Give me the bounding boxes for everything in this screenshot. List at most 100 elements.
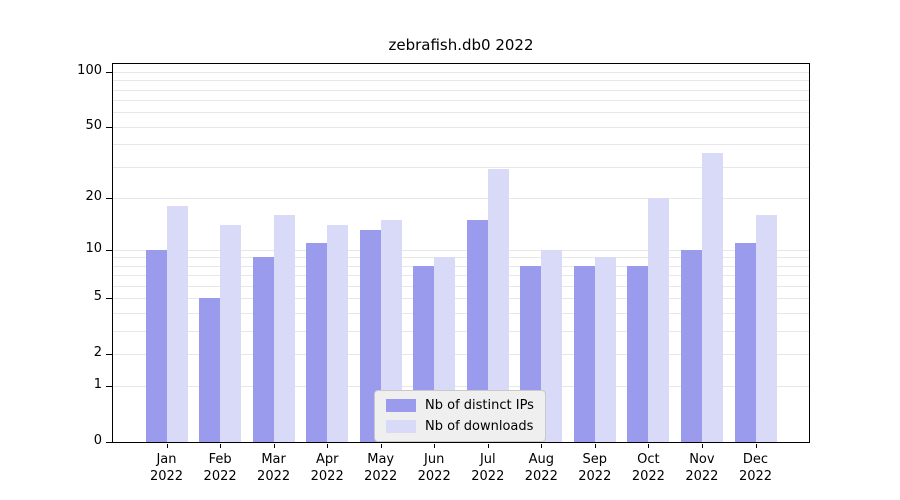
x-tick-mar: [273, 444, 275, 448]
x-tick-year-apr: 2022: [310, 469, 344, 484]
x-tick-label-feb: Feb 2022: [204, 451, 237, 485]
legend-item-distinct-ips: Nb of distinct IPs: [386, 398, 534, 413]
x-tick-year-aug: 2022: [524, 469, 558, 484]
x-tick-month-oct: Oct: [637, 452, 660, 467]
gridline-6: [113, 286, 809, 287]
x-tick-month-nov: Nov: [689, 452, 715, 467]
y-tick-5: [106, 298, 112, 300]
legend: Nb of distinct IPs Nb of downloads: [374, 390, 546, 442]
x-tick-year-jul: 2022: [471, 469, 505, 484]
x-tick-year-dec: 2022: [738, 469, 773, 484]
bar-downloads-feb: [220, 224, 242, 442]
y-tick-label-50: 50: [85, 117, 102, 133]
x-tick-month-may: May: [367, 452, 395, 467]
y-tick-20: [106, 197, 112, 199]
x-tick-oct: [648, 444, 650, 448]
legend-swatch-distinct-ips: [386, 399, 416, 412]
bar-downloads-sep: [594, 257, 616, 442]
bar-downloads-aug: [541, 249, 563, 442]
y-tick-2: [106, 353, 112, 355]
gridline-60: [113, 112, 809, 114]
y-tick-0: [106, 442, 112, 443]
legend-item-downloads: Nb of downloads: [386, 419, 534, 434]
y-tick-label-1: 1: [93, 377, 102, 393]
x-tick-jan: [166, 444, 168, 448]
gridline-40: [113, 144, 809, 146]
bar-distinct-ips-apr: [306, 242, 328, 442]
x-tick-jul: [487, 444, 489, 448]
gridline-3: [113, 330, 809, 332]
bar-downloads-mar: [273, 214, 295, 442]
x-tick-year-oct: 2022: [631, 469, 665, 484]
x-tick-year-feb: 2022: [203, 469, 237, 484]
y-tick-label-2: 2: [93, 344, 102, 360]
x-tick-month-sep: Sep: [582, 452, 608, 467]
bar-distinct-ips-feb: [199, 298, 221, 442]
x-tick-feb: [220, 444, 222, 448]
bar-distinct-ips-may: [359, 230, 381, 442]
x-tick-month-jul: Jul: [479, 452, 496, 467]
x-tick-label-jun: Jun 2022: [418, 451, 451, 485]
x-tick-month-aug: Aug: [528, 452, 554, 467]
gridline-80: [113, 89, 809, 91]
y-tick-label-5: 5: [93, 289, 102, 305]
bar-distinct-ips-dec: [734, 242, 756, 442]
x-tick-year-nov: 2022: [685, 469, 719, 484]
y-tick-label-10: 10: [85, 240, 102, 256]
bar-distinct-ips-sep: [573, 265, 595, 442]
bar-downloads-nov: [701, 152, 723, 442]
gridline-9: [113, 257, 809, 259]
x-tick-apr: [327, 444, 329, 448]
bar-downloads-jul: [487, 169, 509, 442]
bar-distinct-ips-jan: [145, 249, 167, 442]
gridline-8: [113, 265, 809, 267]
gridline-20: [113, 197, 809, 199]
chart-title: zebrafish.db0 2022: [388, 36, 534, 54]
bar-distinct-ips-jul: [466, 219, 488, 442]
y-tick-label-20: 20: [85, 188, 102, 204]
bar-distinct-ips-mar: [252, 257, 274, 442]
x-tick-month-jan: Jan: [156, 452, 177, 467]
bar-downloads-oct: [648, 197, 670, 442]
bar-downloads-may: [380, 219, 402, 442]
bar-downloads-jan: [166, 205, 188, 442]
gridline-1: [113, 386, 809, 388]
gridline-5: [113, 298, 809, 300]
x-tick-label-aug: Aug 2022: [525, 451, 558, 485]
x-tick-label-apr: Apr 2022: [311, 451, 344, 485]
x-tick-label-nov: Nov 2022: [685, 451, 718, 485]
x-tick-sep: [594, 444, 596, 448]
bar-distinct-ips-nov: [680, 249, 702, 442]
legend-label-downloads: Nb of downloads: [425, 419, 534, 434]
x-tick-month-dec: Dec: [742, 452, 769, 467]
y-tick-50: [106, 126, 112, 128]
x-tick-label-oct: Oct 2022: [632, 451, 665, 485]
x-tick-month-jun: Jun: [424, 452, 445, 467]
x-tick-month-feb: Feb: [208, 452, 232, 467]
x-tick-month-mar: Mar: [261, 452, 286, 467]
y-tick-label-100: 100: [77, 63, 102, 78]
x-tick-aug: [541, 444, 543, 448]
x-tick-may: [380, 444, 382, 448]
x-tick-jun: [434, 444, 436, 448]
x-tick-label-jan: Jan 2022: [150, 451, 183, 485]
gridline-90: [113, 80, 809, 82]
legend-label-distinct-ips: Nb of distinct IPs: [425, 398, 534, 413]
bar-downloads-dec: [755, 214, 777, 442]
x-tick-label-may: May 2022: [364, 451, 397, 485]
x-tick-year-may: 2022: [364, 469, 398, 484]
gridline-7: [113, 275, 809, 277]
bar-distinct-ips-oct: [627, 265, 649, 442]
x-tick-year-jun: 2022: [417, 469, 451, 484]
plot-area: [112, 63, 810, 443]
gridline-100: [113, 72, 809, 73]
x-tick-label-dec: Dec 2022: [739, 451, 772, 485]
gridline-10: [113, 249, 809, 251]
x-tick-label-mar: Mar 2022: [257, 451, 290, 485]
x-tick-label-sep: Sep 2022: [578, 451, 611, 485]
gridline-70: [113, 100, 809, 102]
gridline-50: [113, 126, 809, 128]
x-tick-year-jan: 2022: [149, 469, 184, 484]
y-tick-label-0: 0: [93, 433, 102, 448]
